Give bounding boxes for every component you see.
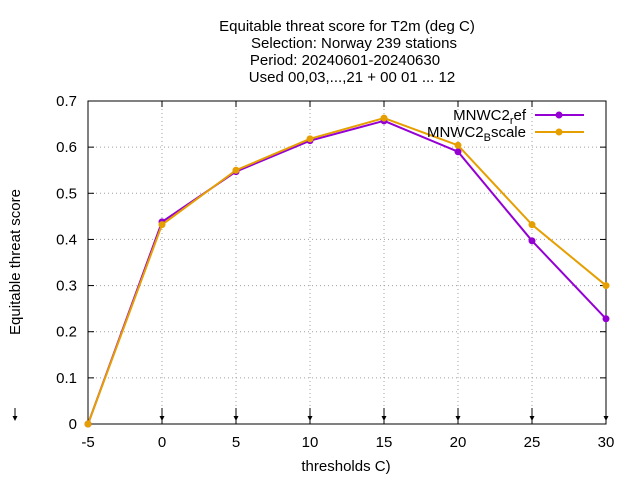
x-tick-label: 20 xyxy=(450,434,467,451)
y-tick-label: 0.2 xyxy=(56,324,77,341)
series-layer xyxy=(84,114,610,428)
chart-title-line-4: Used 00,03,...,21 + 00 01 ... 12 xyxy=(249,69,455,86)
threshold-marker-arrow xyxy=(233,416,239,421)
chart-title: Equitable threat score for T2m (deg C) S… xyxy=(219,18,475,86)
legend-swatch-marker xyxy=(555,111,563,119)
data-point xyxy=(602,282,610,290)
series-line xyxy=(87,117,607,425)
data-point xyxy=(528,221,536,229)
threshold-marker-arrow xyxy=(159,416,165,421)
y-tick-label: 0.5 xyxy=(56,185,77,202)
y-tick-label: 0 xyxy=(69,416,77,433)
threshold-marker-arrow xyxy=(307,416,313,421)
y-tick-label: 0.1 xyxy=(56,370,77,387)
data-point xyxy=(380,114,388,122)
data-point xyxy=(232,166,240,174)
threshold-marker-arrow xyxy=(529,416,535,421)
data-point xyxy=(84,420,92,428)
y-tick-label: 0.7 xyxy=(56,93,77,110)
threshold-marker-arrow xyxy=(455,416,461,421)
grid-lines xyxy=(88,101,606,424)
legend-label: MNWC2ref xyxy=(453,107,527,127)
threshold-marker-arrow xyxy=(381,416,387,421)
y-axis-ticks: 0 0.1 0.2 0.3 0.4 0.5 0.6 0.7 xyxy=(56,93,606,433)
plot-frame xyxy=(87,100,607,425)
x-tick-label: -5 xyxy=(81,434,94,451)
y-tick-label: 0.3 xyxy=(56,278,77,295)
x-tick-label: 15 xyxy=(376,434,393,451)
x-axis-label: thresholds C) xyxy=(301,458,390,475)
y-axis-label: Equitable threat score xyxy=(7,189,24,335)
x-tick-label: 10 xyxy=(302,434,319,451)
plot-border xyxy=(87,100,607,425)
threshold-marker-arrow xyxy=(12,416,18,421)
series-2 xyxy=(84,114,610,428)
chart-title-line-2: Selection: Norway 239 stations xyxy=(251,35,457,52)
x-tick-label: 5 xyxy=(232,434,240,451)
series-line xyxy=(87,119,607,425)
data-point xyxy=(158,221,166,229)
y-tick-label: 0.6 xyxy=(56,139,77,156)
data-point xyxy=(454,141,462,149)
threshold-marker-arrow xyxy=(603,416,609,421)
x-tick-label: 30 xyxy=(598,434,615,451)
legend-label: MNWC2Bscale xyxy=(427,124,526,144)
legend-swatch-marker xyxy=(555,128,563,136)
x-axis-ticks: -5 0 5 10 15 20 25 30 xyxy=(12,101,615,451)
x-tick-label: 25 xyxy=(524,434,541,451)
data-point xyxy=(528,237,536,245)
y-tick-label: 0.4 xyxy=(56,231,77,248)
series-1 xyxy=(84,117,610,428)
x-tick-label: 0 xyxy=(158,434,166,451)
chart-title-line-1: Equitable threat score for T2m (deg C) xyxy=(219,18,475,35)
chart-title-line-3: Period: 20240601-20240630 xyxy=(250,52,440,69)
data-point xyxy=(602,315,610,323)
data-point xyxy=(306,135,314,143)
data-point xyxy=(454,148,462,156)
